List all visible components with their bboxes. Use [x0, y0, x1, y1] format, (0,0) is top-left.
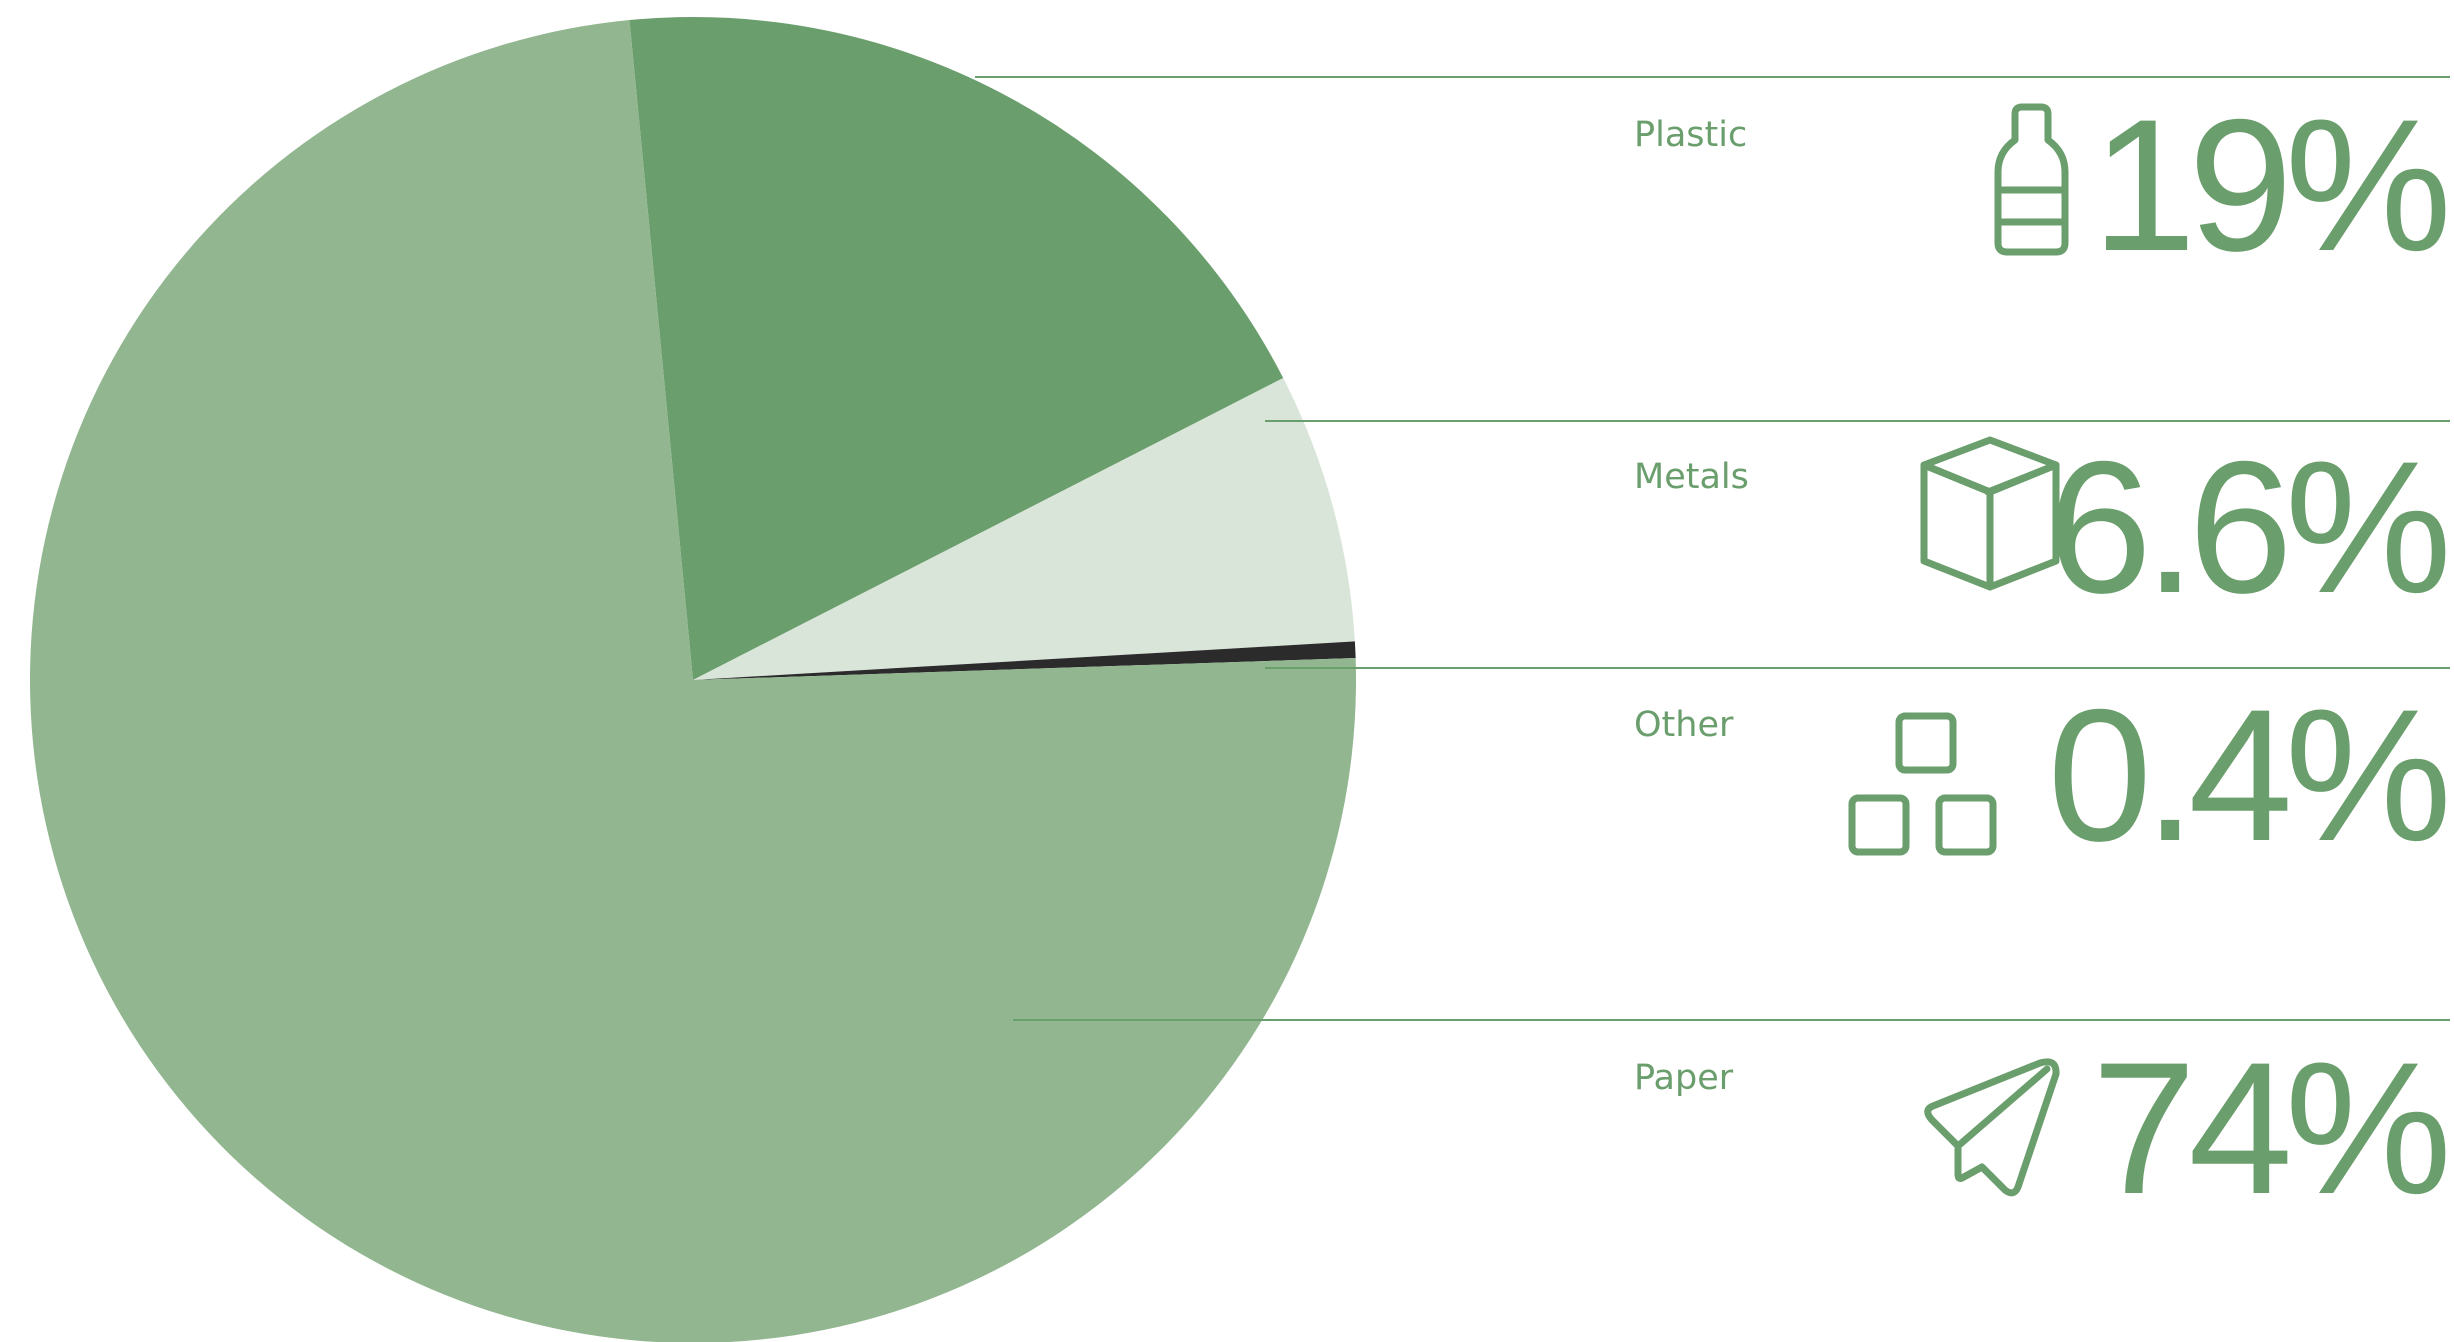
category-labels: Plastic Metals Other Paper [1634, 115, 1749, 1098]
category-label-other: Other [1634, 705, 1734, 745]
slice-metals[interactable] [693, 377, 1355, 680]
blocks-icon [1848, 712, 1997, 856]
category-label-plastic: Plastic [1634, 115, 1747, 155]
category-label-metals: Metals [1634, 457, 1749, 497]
value-labels: 19% 6.6% 0.4% 74% [2047, 80, 2453, 1233]
value-label-other: 0.4% [2047, 670, 2445, 880]
value-label-plastic: 19% [2092, 80, 2446, 290]
bottle-icon [1994, 103, 2069, 256]
pie-slices [30, 16, 1357, 1342]
value-label-paper: 74% [2092, 1023, 2446, 1233]
slice-paper[interactable] [30, 20, 1357, 1342]
category-label-paper: Paper [1634, 1058, 1734, 1098]
box-icon [1920, 436, 2060, 591]
slice-other[interactable] [693, 641, 1356, 680]
slice-plastic[interactable] [629, 16, 1284, 680]
paper-plane-icon [1924, 1058, 2060, 1197]
value-label-metals: 6.6% [2047, 422, 2445, 632]
leader-lines [975, 76, 2450, 1021]
